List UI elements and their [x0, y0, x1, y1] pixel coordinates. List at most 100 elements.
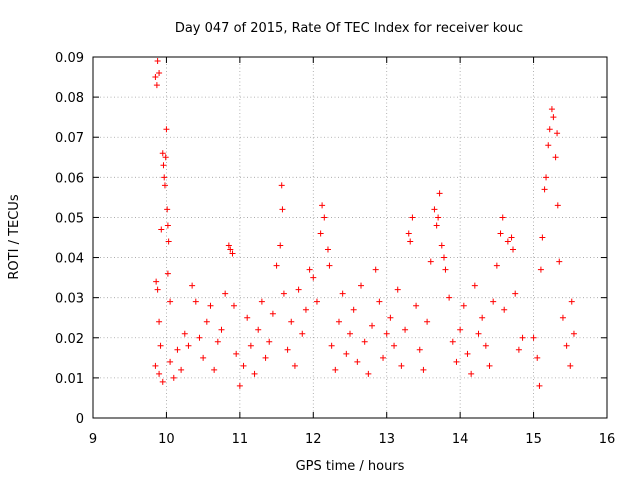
- data-point: [230, 302, 237, 309]
- grid-lines: [93, 57, 607, 418]
- data-point: [310, 274, 317, 281]
- y-tick-label: 0.08: [55, 91, 84, 106]
- data-point: [475, 330, 482, 337]
- x-tick-label: 12: [305, 432, 322, 447]
- data-point: [420, 366, 427, 373]
- data-point: [552, 154, 559, 161]
- data-point: [554, 202, 561, 209]
- data-point: [460, 302, 467, 309]
- data-point: [539, 234, 546, 241]
- data-point: [225, 242, 232, 249]
- y-tick-label: 0.02: [55, 332, 84, 347]
- data-point: [251, 370, 258, 377]
- data-point: [479, 314, 486, 321]
- data-point: [449, 338, 456, 345]
- data-point: [156, 70, 163, 77]
- data-point: [153, 82, 160, 89]
- data-point: [482, 342, 489, 349]
- data-point: [295, 286, 302, 293]
- data-point: [165, 238, 172, 245]
- data-point: [570, 330, 577, 337]
- x-tick-labels: 9 10 11 12 13 14 15 16: [89, 432, 615, 447]
- data-point: [409, 214, 416, 221]
- axis-ticks: [92, 56, 608, 419]
- data-point: [361, 338, 368, 345]
- data-point: [332, 366, 339, 373]
- data-point: [299, 330, 306, 337]
- data-point: [317, 230, 324, 237]
- data-point: [170, 374, 177, 381]
- data-point: [436, 190, 443, 197]
- data-point: [433, 222, 440, 229]
- data-point: [236, 382, 243, 389]
- data-point: [354, 358, 361, 365]
- data-point: [568, 298, 575, 305]
- data-point: [427, 258, 434, 265]
- data-point: [321, 214, 328, 221]
- data-point: [159, 378, 166, 385]
- data-point: [306, 266, 313, 273]
- data-point: [343, 350, 350, 357]
- x-tick-label: 13: [378, 432, 395, 447]
- x-tick-label: 15: [525, 432, 542, 447]
- data-point: [405, 230, 412, 237]
- data-point: [435, 214, 442, 221]
- data-point: [159, 150, 166, 157]
- x-axis-label: GPS time / hours: [296, 459, 405, 474]
- data-point: [324, 246, 331, 253]
- data-point: [556, 258, 563, 265]
- data-point: [164, 206, 171, 213]
- data-point: [284, 346, 291, 353]
- data-point: [501, 306, 508, 313]
- data-point: [157, 342, 164, 349]
- data-point: [207, 302, 214, 309]
- y-tick-label: 0.07: [55, 131, 84, 146]
- data-point: [464, 350, 471, 357]
- data-point: [229, 250, 236, 257]
- data-point: [279, 206, 286, 213]
- data-point: [218, 326, 225, 333]
- data-point: [541, 186, 548, 193]
- data-point: [510, 246, 517, 253]
- data-point: [313, 298, 320, 305]
- data-point: [550, 114, 557, 121]
- data-point: [163, 126, 170, 133]
- data-point: [416, 346, 423, 353]
- data-point: [167, 298, 174, 305]
- data-point: [181, 330, 188, 337]
- data-point: [178, 366, 185, 373]
- data-point: [442, 266, 449, 273]
- data-point: [497, 230, 504, 237]
- data-point: [161, 174, 168, 181]
- data-point: [407, 238, 414, 245]
- y-tick-label: 0.05: [55, 211, 84, 226]
- data-point: [233, 350, 240, 357]
- data-point: [339, 290, 346, 297]
- y-tick-label: 0.06: [55, 171, 84, 186]
- data-point: [160, 162, 167, 169]
- data-point: [156, 318, 163, 325]
- data-point: [543, 174, 550, 181]
- data-point: [358, 282, 365, 289]
- data-point: [402, 326, 409, 333]
- data-point: [174, 346, 181, 353]
- data-point: [262, 354, 269, 361]
- data-point: [446, 294, 453, 301]
- data-point: [185, 342, 192, 349]
- data-point: [563, 342, 570, 349]
- data-point: [288, 318, 295, 325]
- x-tick-label: 10: [158, 432, 175, 447]
- data-point: [152, 362, 159, 369]
- data-point: [376, 298, 383, 305]
- data-point: [167, 358, 174, 365]
- data-point: [365, 370, 372, 377]
- x-tick-label: 14: [452, 432, 469, 447]
- y-tick-label: 0.09: [55, 51, 84, 66]
- data-point: [534, 354, 541, 361]
- data-point: [214, 338, 221, 345]
- data-point: [269, 310, 276, 317]
- data-point: [156, 370, 163, 377]
- data-point: [468, 370, 475, 377]
- data-points: [152, 58, 577, 389]
